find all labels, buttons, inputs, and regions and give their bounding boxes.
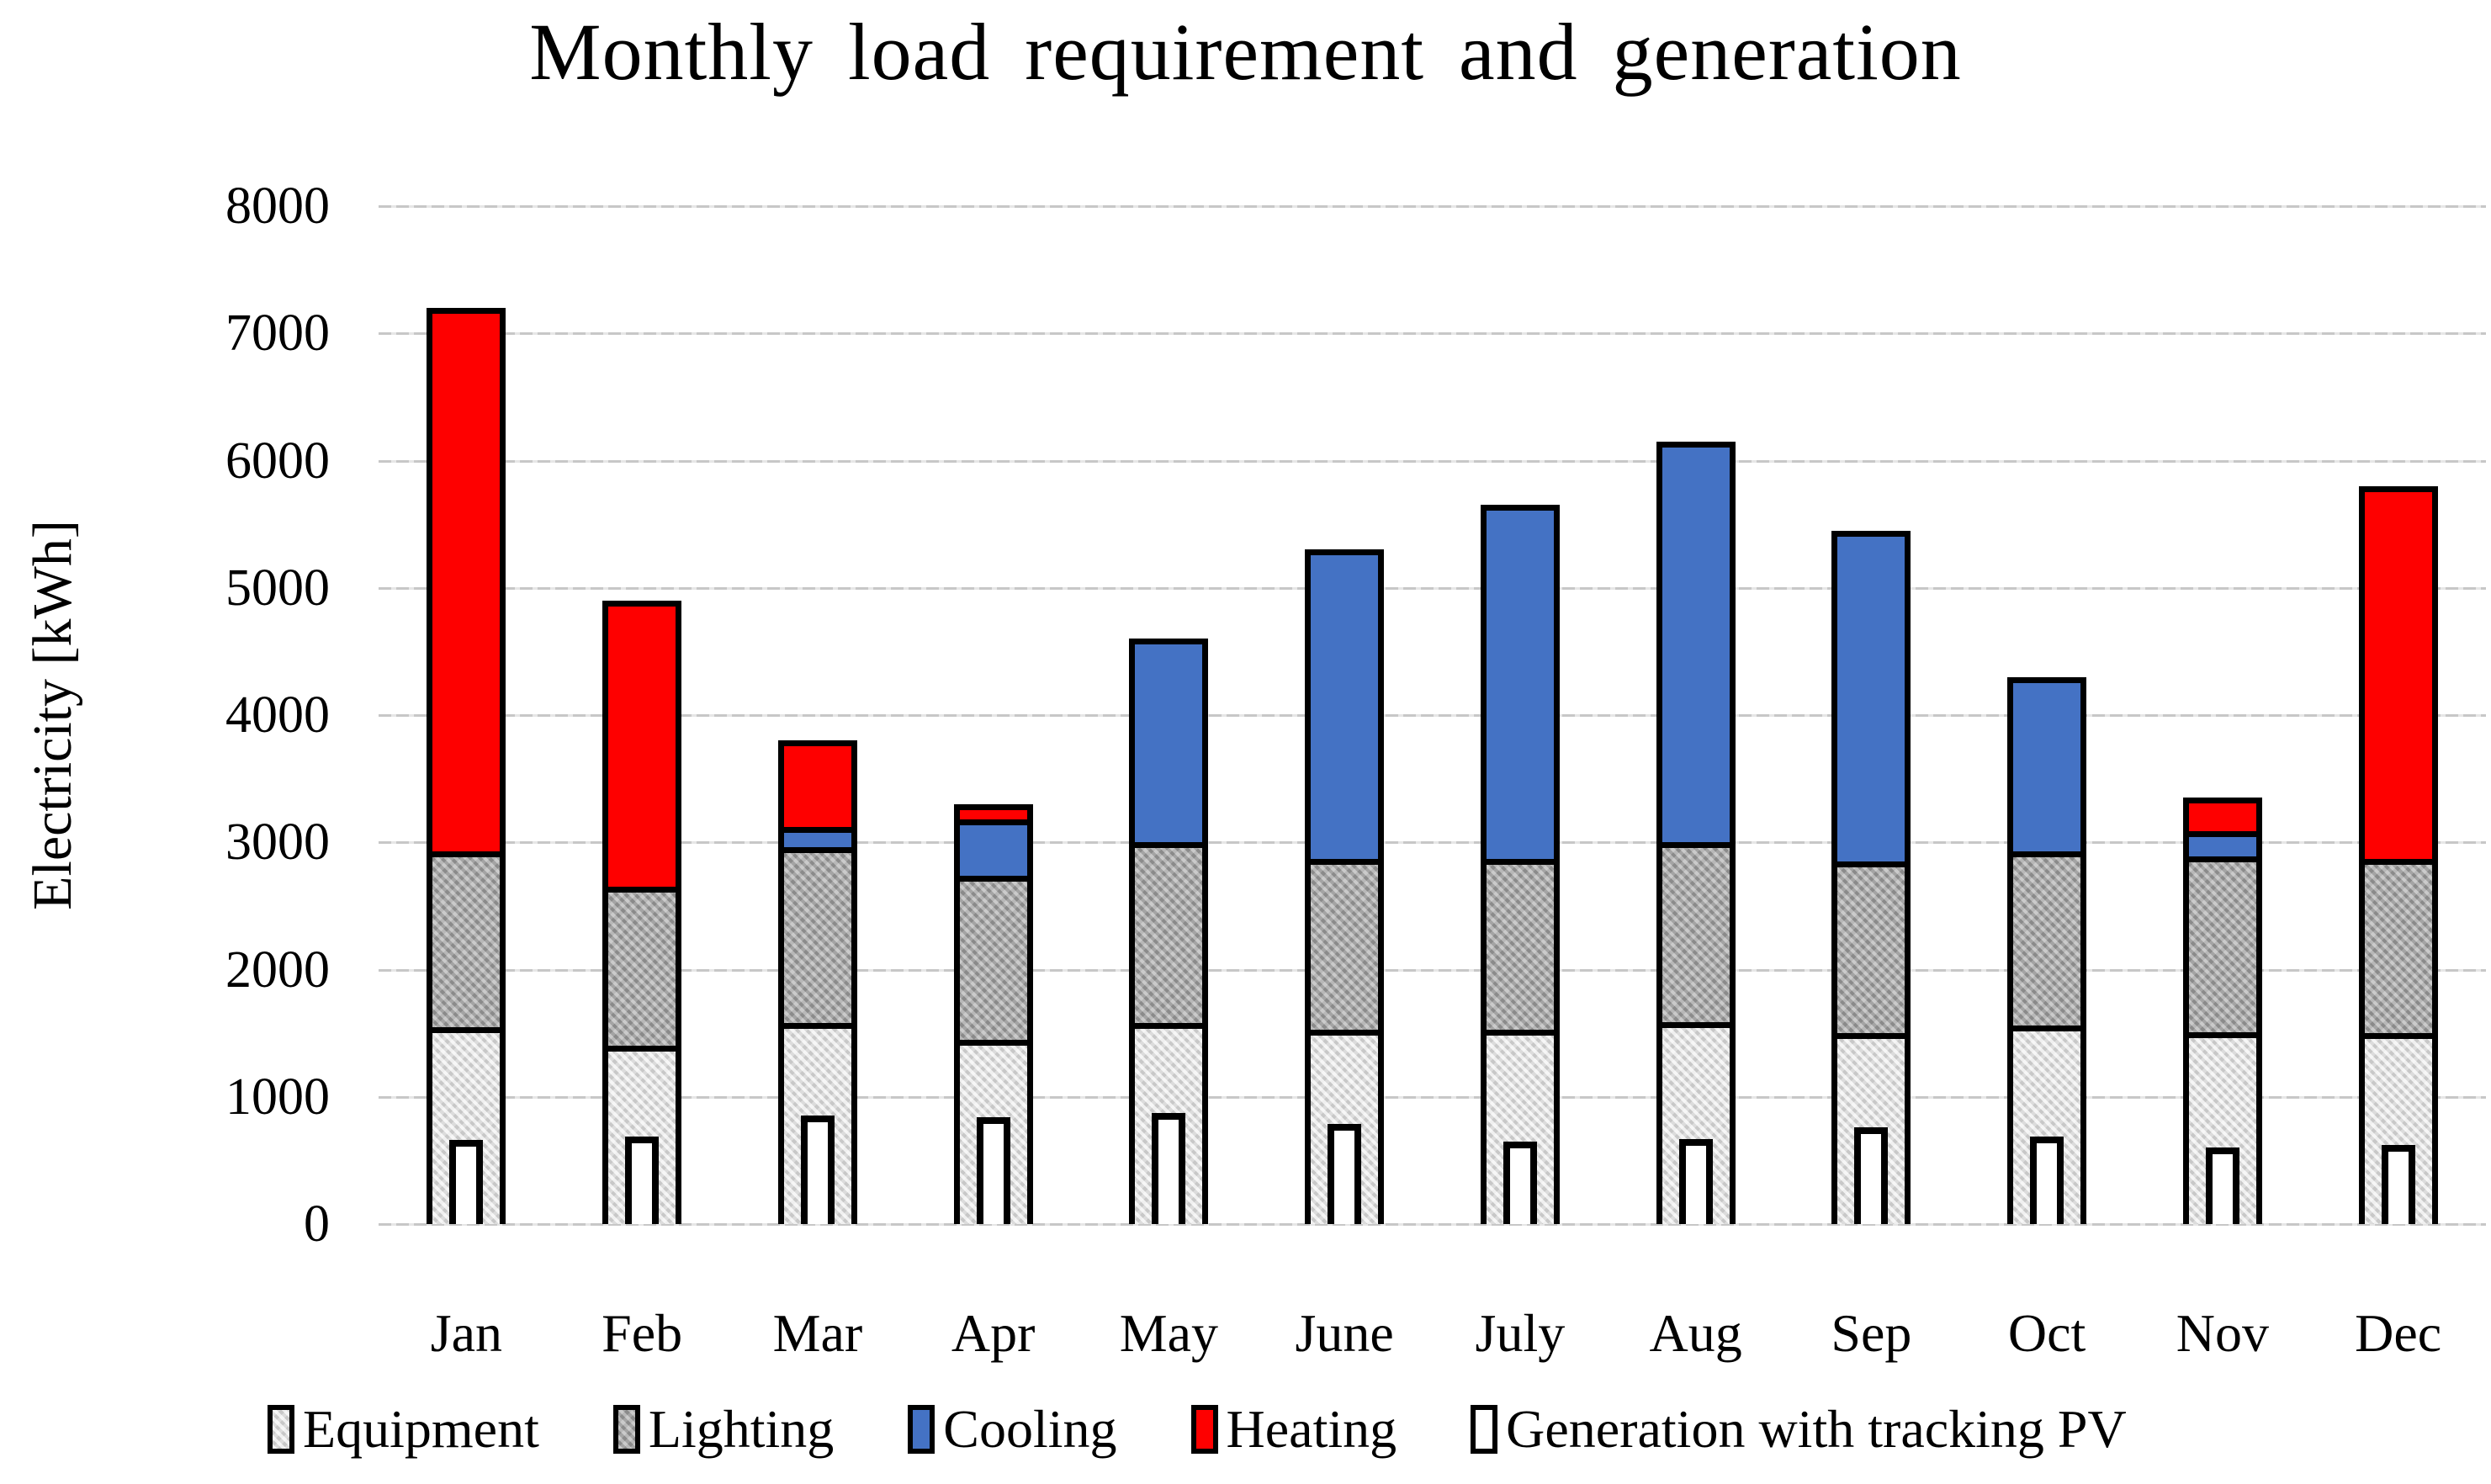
generation-bar bbox=[800, 1116, 835, 1224]
generation-bar bbox=[1854, 1127, 1889, 1224]
y-tick-label: 2000 bbox=[225, 941, 330, 999]
chart-title: Monthly load requirement and generation bbox=[529, 7, 1962, 97]
x-tick-label: May bbox=[1119, 1303, 1219, 1363]
gridline bbox=[379, 714, 2486, 717]
x-tick-label: Nov bbox=[2176, 1303, 2269, 1363]
legend-swatch-icon bbox=[1190, 1405, 1218, 1454]
generation-bar bbox=[1678, 1138, 1713, 1224]
bar-segment-heating bbox=[427, 308, 506, 851]
legend-item-generation-with-tracking-pv: Generation with tracking PV bbox=[1471, 1398, 2127, 1460]
y-tick-label: 0 bbox=[304, 1195, 330, 1253]
gridline bbox=[379, 586, 2486, 590]
generation-bar bbox=[625, 1136, 660, 1224]
x-tick-label: Mar bbox=[772, 1303, 863, 1363]
x-tick-label: Dec bbox=[2355, 1303, 2442, 1363]
y-axis-label-wrap: Electricity [kWh] bbox=[7, 206, 99, 1224]
bar-segment-lighting bbox=[777, 847, 857, 1024]
gridline bbox=[379, 1223, 2486, 1226]
bar-segment-lighting bbox=[602, 887, 682, 1047]
bar-segment-lighting bbox=[2358, 858, 2438, 1034]
legend-label: Cooling bbox=[943, 1399, 1117, 1459]
y-tick-label: 8000 bbox=[225, 178, 330, 235]
bar-segment-lighting bbox=[2182, 856, 2262, 1032]
legend-label: Equipment bbox=[303, 1399, 539, 1459]
gridline bbox=[379, 332, 2486, 336]
bar-segment-cooling bbox=[2182, 830, 2262, 856]
generation-bar bbox=[1152, 1113, 1186, 1224]
y-tick-label: 6000 bbox=[225, 432, 330, 490]
generation-bar bbox=[2381, 1145, 2415, 1224]
generation-bar bbox=[1328, 1123, 1362, 1224]
bar-segment-heating bbox=[777, 740, 857, 828]
plot-area bbox=[379, 205, 2486, 1226]
x-tick-label: Aug bbox=[1649, 1303, 1742, 1363]
bar-segment-lighting bbox=[1480, 858, 1560, 1030]
x-tick-label: Sep bbox=[1831, 1303, 1912, 1363]
bar-segment-heating bbox=[2182, 798, 2262, 831]
bar-segment-heating bbox=[602, 600, 682, 888]
bar-segment-cooling bbox=[1480, 505, 1560, 859]
y-tick-label: 7000 bbox=[225, 305, 330, 363]
bar-segment-lighting bbox=[1656, 842, 1736, 1022]
y-axis-label: Electricity [kWh] bbox=[22, 520, 83, 910]
bar-segment-cooling bbox=[1305, 549, 1385, 859]
bar-segment-lighting bbox=[1831, 861, 1911, 1034]
y-tick-label: 1000 bbox=[225, 1068, 330, 1126]
bar-segment-cooling bbox=[1656, 441, 1736, 843]
gridline bbox=[379, 459, 2486, 463]
bar-segment-cooling bbox=[1831, 530, 1911, 861]
bar-segment-lighting bbox=[2007, 851, 2087, 1026]
generation-bar bbox=[2030, 1136, 2064, 1224]
generation-bar bbox=[976, 1116, 1010, 1224]
legend-swatch-icon bbox=[268, 1405, 294, 1454]
y-tick-label: 5000 bbox=[225, 559, 330, 617]
legend-label: Lighting bbox=[648, 1399, 835, 1459]
legend-label: Heating bbox=[1226, 1399, 1397, 1459]
bar-segment-heating bbox=[2358, 485, 2438, 859]
bar-segment-cooling bbox=[953, 819, 1033, 876]
x-tick-label: Feb bbox=[602, 1303, 683, 1363]
legend-item-heating: Heating bbox=[1190, 1398, 1397, 1460]
legend-label: Generation with tracking PV bbox=[1506, 1399, 2127, 1459]
x-tick-label: July bbox=[1475, 1303, 1566, 1363]
x-tick-label: June bbox=[1295, 1303, 1394, 1363]
bar-segment-lighting bbox=[1305, 858, 1385, 1030]
bar-segment-lighting bbox=[953, 875, 1033, 1040]
gridline bbox=[379, 968, 2486, 972]
bar-segment-equipment bbox=[427, 1026, 506, 1224]
x-tick-label: Jan bbox=[430, 1303, 503, 1363]
x-tick-label: Oct bbox=[2007, 1303, 2086, 1363]
y-tick-label: 4000 bbox=[225, 686, 330, 744]
legend-swatch-icon bbox=[612, 1405, 640, 1454]
legend-swatch-icon bbox=[908, 1405, 935, 1454]
legend-item-lighting: Lighting bbox=[612, 1398, 835, 1460]
bar-segment-cooling bbox=[1129, 639, 1209, 843]
bar-segment-heating bbox=[953, 803, 1033, 820]
bar-segment-cooling bbox=[2007, 676, 2087, 851]
legend-swatch-icon bbox=[1471, 1405, 1498, 1454]
legend: Equipment Lighting Cooling Heating Generatio… bbox=[268, 1398, 2127, 1460]
gridline bbox=[379, 205, 2486, 208]
generation-bar bbox=[2205, 1147, 2239, 1224]
generation-bar bbox=[1503, 1141, 1537, 1224]
bar-segment-cooling bbox=[777, 827, 857, 848]
gridline bbox=[379, 1095, 2486, 1099]
generation-bar bbox=[449, 1140, 484, 1224]
y-tick-label: 3000 bbox=[225, 814, 330, 872]
legend-item-cooling: Cooling bbox=[908, 1398, 1117, 1460]
bar-segment-lighting bbox=[1129, 842, 1209, 1024]
bar-segment-equipment bbox=[2182, 1031, 2262, 1224]
x-tick-label: Apr bbox=[951, 1303, 1036, 1363]
legend-item-equipment: Equipment bbox=[268, 1398, 539, 1460]
bar-segment-lighting bbox=[427, 851, 506, 1027]
gridline bbox=[379, 841, 2486, 845]
